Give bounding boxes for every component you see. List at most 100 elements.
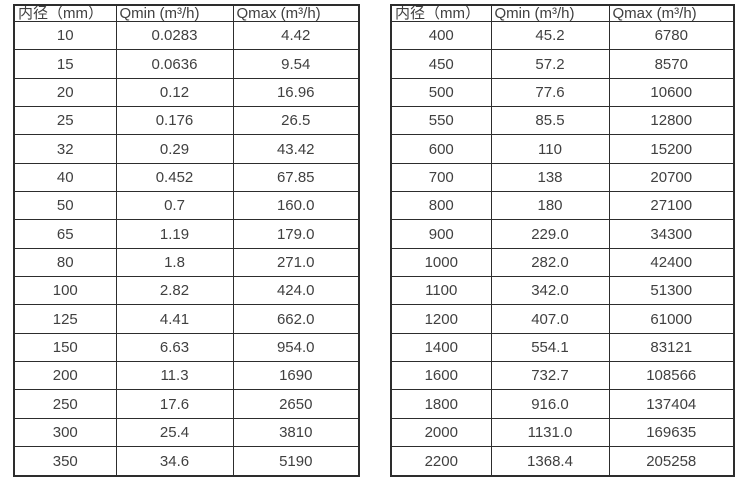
table-cell: 34300 bbox=[608, 219, 735, 249]
table-cell: 550 bbox=[390, 106, 492, 136]
table-cell: 108566 bbox=[608, 361, 735, 391]
table-row: 80 1.8 271.0 bbox=[13, 247, 360, 278]
table-cell: 5190 bbox=[232, 446, 360, 477]
table-cell: 137404 bbox=[608, 389, 735, 419]
table-cell: 600 bbox=[390, 134, 492, 164]
table-cell: 2650 bbox=[232, 389, 360, 419]
table-row: 900 229.0 34300 bbox=[390, 219, 735, 249]
table-cell: 450 bbox=[390, 49, 492, 79]
header-cell: 内径（mm） bbox=[390, 4, 492, 22]
table-cell: 0.452 bbox=[115, 162, 234, 193]
table-cell: 160.0 bbox=[232, 191, 360, 221]
table-cell: 100 bbox=[13, 276, 117, 306]
table-cell: 20700 bbox=[608, 162, 735, 193]
header-cell: Qmin (m³/h) bbox=[115, 4, 234, 22]
table-cell: 700 bbox=[390, 162, 492, 193]
table-cell: 400 bbox=[390, 20, 492, 51]
table-cell: 1100 bbox=[390, 276, 492, 306]
header-cell: 内径（mm） bbox=[13, 4, 117, 22]
table-row: 100 2.82 424.0 bbox=[13, 276, 360, 306]
table-row: 150 6.63 954.0 bbox=[13, 332, 360, 363]
table-cell: 205258 bbox=[608, 446, 735, 477]
table-row: 40 0.452 67.85 bbox=[13, 162, 360, 193]
table-cell: 2200 bbox=[390, 446, 492, 477]
table-cell: 1131.0 bbox=[490, 417, 610, 448]
table-cell: 65 bbox=[13, 219, 117, 249]
table-cell: 150 bbox=[13, 332, 117, 363]
table-cell: 45.2 bbox=[490, 20, 610, 51]
table-cell: 1690 bbox=[232, 361, 360, 391]
table-cell: 40 bbox=[13, 162, 117, 193]
table-cell: 1.8 bbox=[115, 247, 234, 278]
table-cell: 34.6 bbox=[115, 446, 234, 477]
header-row: 内径（mm） Qmin (m³/h) Qmax (m³/h) bbox=[390, 4, 735, 22]
table-cell: 138 bbox=[490, 162, 610, 193]
table-cell: 350 bbox=[13, 446, 117, 477]
table-cell: 125 bbox=[13, 304, 117, 334]
table-cell: 110 bbox=[490, 134, 610, 164]
table-row: 2000 1131.0 169635 bbox=[390, 417, 735, 448]
table-row: 25 0.176 26.5 bbox=[13, 106, 360, 136]
table-row: 20 0.12 16.96 bbox=[13, 77, 360, 108]
flow-table-dn10-350: 内径（mm） Qmin (m³/h) Qmax (m³/h) 10 0.0283 4.4… bbox=[13, 4, 360, 477]
table-row: 500 77.6 10600 bbox=[390, 77, 735, 108]
table-cell: 67.85 bbox=[232, 162, 360, 193]
table-row: 600 110 15200 bbox=[390, 134, 735, 164]
table-row: 1000 282.0 42400 bbox=[390, 247, 735, 278]
table-cell: 1368.4 bbox=[490, 446, 610, 477]
table-cell: 12800 bbox=[608, 106, 735, 136]
table-cell: 1200 bbox=[390, 304, 492, 334]
table-cell: 6780 bbox=[608, 20, 735, 51]
flow-table-dn400-2200: 内径（mm） Qmin (m³/h) Qmax (m³/h) 400 45.2 6780… bbox=[390, 4, 735, 477]
table-cell: 1600 bbox=[390, 361, 492, 391]
table-cell: 10600 bbox=[608, 77, 735, 108]
table-cell: 51300 bbox=[608, 276, 735, 306]
table-cell: 0.0636 bbox=[115, 49, 234, 79]
table-cell: 732.7 bbox=[490, 361, 610, 391]
table-row: 250 17.6 2650 bbox=[13, 389, 360, 419]
table-cell: 0.7 bbox=[115, 191, 234, 221]
table-row: 65 1.19 179.0 bbox=[13, 219, 360, 249]
table-cell: 43.42 bbox=[232, 134, 360, 164]
table-cell: 554.1 bbox=[490, 332, 610, 363]
table-cell: 17.6 bbox=[115, 389, 234, 419]
table-cell: 61000 bbox=[608, 304, 735, 334]
table-cell: 916.0 bbox=[490, 389, 610, 419]
header-cell: Qmin (m³/h) bbox=[490, 4, 610, 22]
table-row: 300 25.4 3810 bbox=[13, 417, 360, 448]
table-cell: 300 bbox=[13, 417, 117, 448]
table-cell: 80 bbox=[13, 247, 117, 278]
header-cell: Qmax (m³/h) bbox=[608, 4, 735, 22]
table-cell: 42400 bbox=[608, 247, 735, 278]
table-cell: 282.0 bbox=[490, 247, 610, 278]
table-cell: 2.82 bbox=[115, 276, 234, 306]
table-cell: 169635 bbox=[608, 417, 735, 448]
table-cell: 25.4 bbox=[115, 417, 234, 448]
header-row: 内径（mm） Qmin (m³/h) Qmax (m³/h) bbox=[13, 4, 360, 22]
table-cell: 1400 bbox=[390, 332, 492, 363]
table-row: 350 34.6 5190 bbox=[13, 446, 360, 477]
table-cell: 32 bbox=[13, 134, 117, 164]
table-cell: 57.2 bbox=[490, 49, 610, 79]
table-cell: 662.0 bbox=[232, 304, 360, 334]
table-cell: 250 bbox=[13, 389, 117, 419]
table-cell: 954.0 bbox=[232, 332, 360, 363]
table-cell: 77.6 bbox=[490, 77, 610, 108]
table-cell: 424.0 bbox=[232, 276, 360, 306]
table-cell: 407.0 bbox=[490, 304, 610, 334]
table-cell: 200 bbox=[13, 361, 117, 391]
table-cell: 179.0 bbox=[232, 219, 360, 249]
table-cell: 27100 bbox=[608, 191, 735, 221]
table-cell: 1800 bbox=[390, 389, 492, 419]
table-cell: 0.0283 bbox=[115, 20, 234, 51]
table-row: 10 0.0283 4.42 bbox=[13, 20, 360, 51]
table-cell: 342.0 bbox=[490, 276, 610, 306]
table-cell: 4.42 bbox=[232, 20, 360, 51]
table-cell: 271.0 bbox=[232, 247, 360, 278]
table-cell: 20 bbox=[13, 77, 117, 108]
table-row: 800 180 27100 bbox=[390, 191, 735, 221]
table-cell: 15200 bbox=[608, 134, 735, 164]
table-cell: 0.12 bbox=[115, 77, 234, 108]
table-cell: 50 bbox=[13, 191, 117, 221]
table-cell: 83121 bbox=[608, 332, 735, 363]
